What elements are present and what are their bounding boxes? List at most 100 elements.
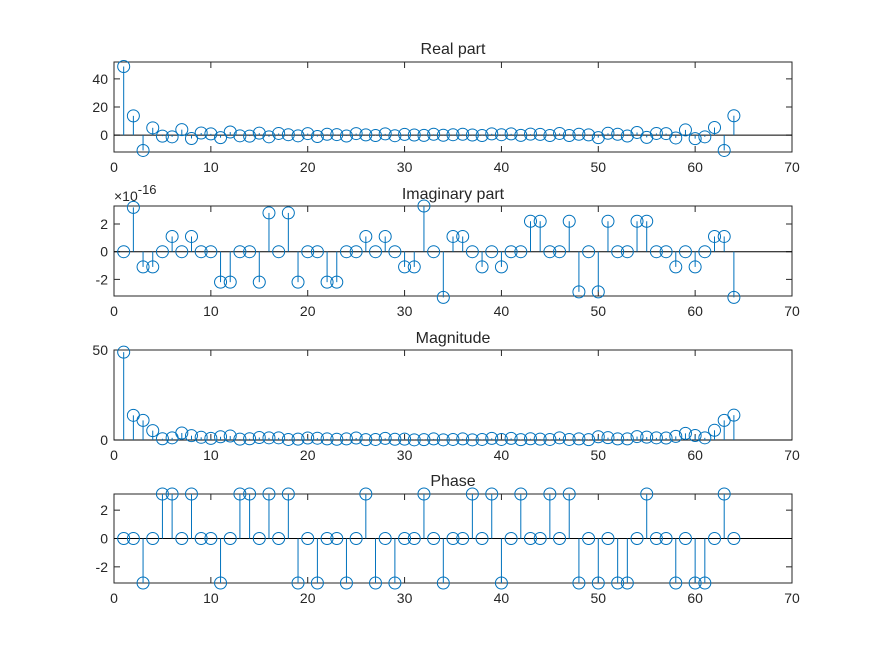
- imag-marker: [543, 245, 557, 259]
- phase-marker: [572, 576, 586, 590]
- real-marker: [146, 121, 160, 135]
- mag-x-tick-label: 30: [397, 447, 413, 463]
- real-marker: [562, 129, 576, 143]
- imag-marker: [417, 199, 431, 213]
- mag-marker: [436, 433, 450, 447]
- real-marker: [494, 128, 508, 142]
- real-marker: [281, 128, 295, 142]
- mag-marker: [243, 432, 257, 446]
- real-marker: [407, 128, 421, 142]
- imag-marker: [320, 275, 334, 289]
- phase-marker: [301, 532, 315, 545]
- mag-x-tick-label: 70: [784, 447, 800, 463]
- phase-x-tick-label: 50: [590, 590, 606, 606]
- phase-marker: [640, 487, 654, 501]
- imag-marker: [465, 245, 479, 259]
- real-x-tick-label: 40: [494, 159, 510, 175]
- mag-marker: [378, 431, 392, 445]
- imag-marker: [485, 245, 499, 259]
- imaginary-part-title: Imaginary part: [402, 186, 505, 203]
- real-marker: [727, 109, 741, 123]
- real-marker: [436, 128, 450, 142]
- imag-marker: [688, 260, 702, 274]
- mag-marker: [543, 432, 557, 446]
- phase-y-tick-label: 0: [100, 531, 108, 547]
- imag-x-tick-label: 40: [494, 303, 510, 319]
- imag-marker: [436, 290, 450, 304]
- phase-marker: [117, 532, 131, 545]
- phase-marker: [388, 576, 402, 590]
- real-marker: [475, 129, 489, 143]
- phase-marker: [717, 487, 731, 501]
- phase-title: Phase: [430, 473, 475, 490]
- phase-marker: [591, 576, 605, 590]
- imag-x-tick-label: 60: [687, 303, 703, 319]
- mag-marker: [533, 432, 547, 446]
- mag-marker: [649, 431, 663, 445]
- phase-marker: [727, 532, 741, 545]
- phase-marker: [233, 487, 247, 501]
- imag-marker: [553, 245, 567, 259]
- real-marker: [678, 123, 692, 137]
- real-x-tick-label: 60: [687, 159, 703, 175]
- imag-y-tick-label: 2: [100, 216, 108, 232]
- mag-marker: [155, 432, 169, 446]
- real-x-tick-label: 30: [397, 159, 413, 175]
- mag-marker: [398, 432, 412, 446]
- imag-marker: [175, 245, 189, 259]
- imag-marker: [562, 214, 576, 228]
- imag-marker: [669, 260, 683, 274]
- real-marker: [155, 129, 169, 143]
- real-marker: [117, 60, 131, 73]
- phase-marker: [339, 576, 353, 590]
- mag-marker: [727, 408, 741, 422]
- imag-marker: [427, 245, 441, 259]
- real-marker: [175, 123, 189, 137]
- mag-marker: [204, 431, 218, 445]
- phase-marker: [262, 487, 276, 501]
- imag-marker: [407, 260, 421, 274]
- real-marker: [533, 127, 547, 141]
- real-marker: [136, 143, 150, 157]
- real-marker: [126, 109, 140, 123]
- phase-marker: [688, 576, 702, 590]
- phase-marker: [504, 532, 518, 545]
- mag-marker: [136, 413, 150, 427]
- phase-x-tick-label: 60: [687, 590, 703, 606]
- imag-x-tick-label: 70: [784, 303, 800, 319]
- phase-marker: [126, 532, 140, 545]
- real-marker: [388, 129, 402, 143]
- real-marker: [310, 130, 324, 144]
- real-x-tick-label: 10: [203, 159, 219, 175]
- phase-marker: [398, 532, 412, 545]
- imag-marker: [523, 214, 537, 228]
- mag-marker: [640, 430, 654, 444]
- mag-marker: [562, 432, 576, 446]
- imag-marker: [398, 260, 412, 274]
- mag-marker: [465, 433, 479, 447]
- mag-marker: [310, 431, 324, 445]
- imag-marker: [504, 245, 518, 259]
- real-marker: [359, 128, 373, 142]
- imag-marker: [369, 245, 383, 259]
- phase-marker: [417, 487, 431, 501]
- mag-marker: [678, 426, 692, 440]
- phase-marker: [669, 576, 683, 590]
- phase-marker: [649, 532, 663, 545]
- mag-x-tick-label: 20: [300, 447, 316, 463]
- mag-x-tick-label: 0: [110, 447, 118, 463]
- real-x-tick-label: 70: [784, 159, 800, 175]
- phase-marker: [378, 532, 392, 545]
- real-marker: [514, 128, 528, 142]
- imag-marker: [214, 275, 228, 289]
- phase-marker: [708, 532, 722, 545]
- real-marker: [398, 127, 412, 141]
- phase-marker: [291, 576, 305, 590]
- imag-marker: [194, 245, 208, 259]
- real-marker: [233, 129, 247, 143]
- real-marker: [243, 129, 257, 143]
- phase-x-tick-label: 0: [110, 590, 118, 606]
- real-y-tick-label: 0: [100, 127, 108, 143]
- real-marker: [640, 130, 654, 144]
- imag-marker: [572, 285, 586, 299]
